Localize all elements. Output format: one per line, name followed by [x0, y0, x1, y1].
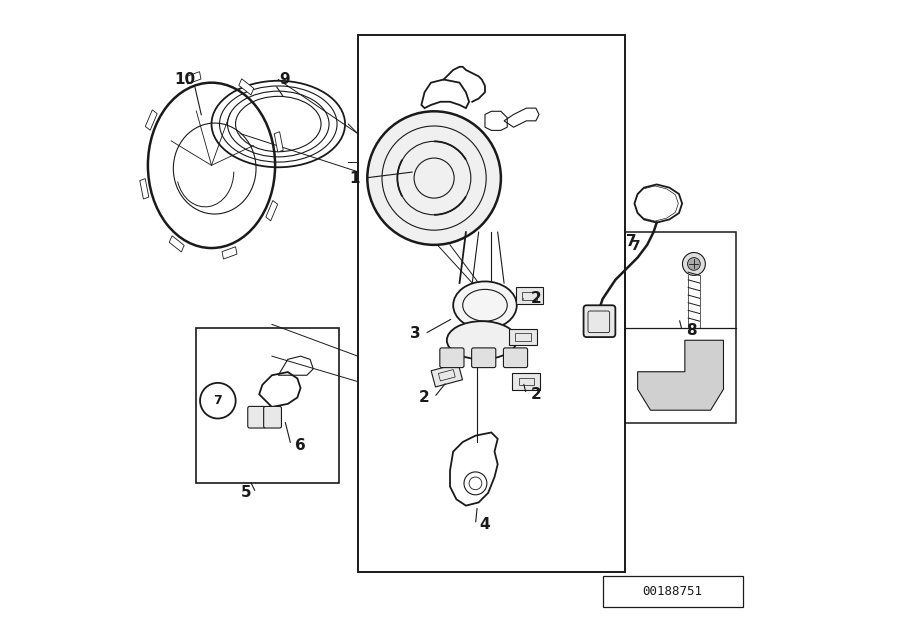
Text: 4: 4 [480, 517, 491, 532]
Text: 8: 8 [687, 323, 697, 338]
Text: 7: 7 [626, 234, 636, 249]
Polygon shape [274, 132, 284, 152]
Polygon shape [637, 340, 724, 410]
Text: 2: 2 [530, 387, 541, 402]
Text: 7: 7 [213, 394, 222, 407]
Circle shape [367, 111, 501, 245]
Ellipse shape [446, 321, 517, 359]
FancyBboxPatch shape [264, 406, 282, 428]
Polygon shape [509, 329, 537, 345]
Text: 2: 2 [530, 291, 541, 307]
FancyBboxPatch shape [248, 406, 266, 428]
Polygon shape [222, 247, 237, 259]
Text: 1: 1 [349, 170, 360, 186]
FancyBboxPatch shape [472, 348, 496, 368]
Polygon shape [431, 364, 463, 387]
Polygon shape [238, 79, 254, 95]
Polygon shape [516, 287, 544, 304]
FancyBboxPatch shape [583, 305, 616, 337]
Circle shape [688, 258, 700, 270]
Polygon shape [266, 200, 278, 221]
Polygon shape [512, 373, 540, 390]
FancyBboxPatch shape [440, 348, 464, 368]
Polygon shape [169, 236, 184, 252]
Bar [358, 35, 625, 572]
Text: 7: 7 [630, 239, 639, 254]
Ellipse shape [454, 281, 517, 329]
FancyBboxPatch shape [503, 348, 527, 368]
Polygon shape [140, 179, 148, 199]
Text: 2: 2 [419, 390, 430, 405]
Bar [603, 576, 742, 607]
Circle shape [682, 252, 706, 275]
Polygon shape [186, 72, 201, 84]
Text: 3: 3 [410, 326, 420, 342]
Bar [625, 232, 736, 423]
Bar [195, 328, 338, 483]
Circle shape [200, 383, 236, 418]
Text: 10: 10 [175, 72, 195, 87]
Text: 00188751: 00188751 [643, 585, 703, 598]
Text: 6: 6 [295, 438, 306, 453]
Polygon shape [145, 110, 158, 130]
Text: 9: 9 [279, 72, 290, 87]
Text: 5: 5 [241, 485, 252, 501]
